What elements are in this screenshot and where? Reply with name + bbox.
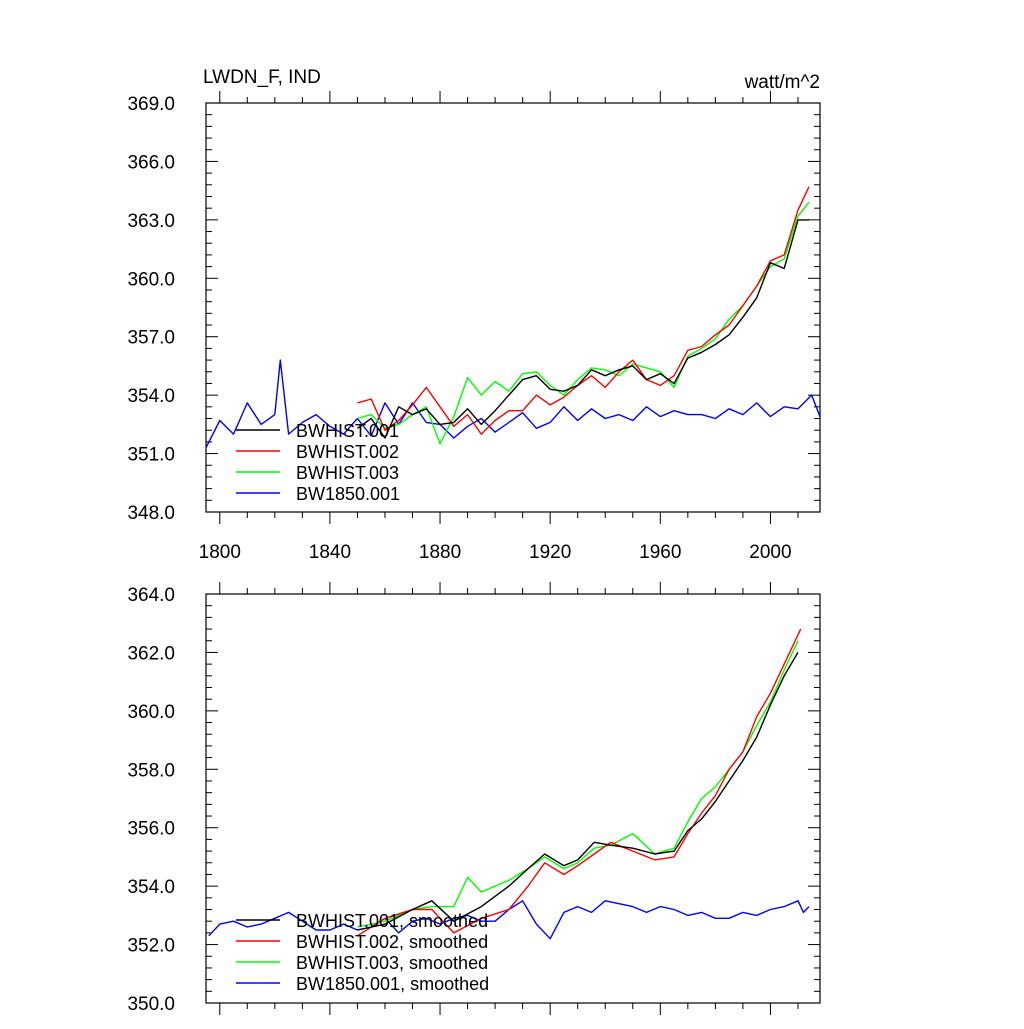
legend-label: BWHIST.003 <box>296 463 399 483</box>
series-line-bw1850-001 <box>205 359 821 449</box>
legend-label: BWHIST.002 <box>296 442 399 462</box>
series-line-bwhist-003 <box>357 201 810 445</box>
legend-label: BWHIST.001, smoothed <box>296 911 488 931</box>
series-line-bwhist-001 <box>356 219 809 439</box>
series-line-bwhist-001-smoothed <box>357 652 799 931</box>
legend-label: BW1850.001 <box>296 484 400 504</box>
y-tick-label: 360.0 <box>127 702 175 723</box>
y-tick-label: 354.0 <box>127 877 175 898</box>
series-line-bw1850-001-smoothed <box>208 900 810 940</box>
chart-panel-2: 350.0 352.0 354.0 356.0 358.0 360.0 362.0 364.0… <box>127 582 821 1015</box>
y-tick-label: 366.0 <box>127 152 175 173</box>
series-line-bwhist-003-smoothed <box>357 640 799 928</box>
units-label: watt/m^2 <box>744 72 820 93</box>
y-tick-label: 362.0 <box>127 643 175 664</box>
chart-panel-1: 348.0 351.0 354.0 357.0 360.0 363.0 366.0 369.0… <box>127 67 821 563</box>
y-tick-label: 348.0 <box>127 503 175 524</box>
series-line-bwhist-002-smoothed <box>357 628 802 937</box>
y-tick-label: 360.0 <box>127 269 175 290</box>
legend-label: BW1850.001, smoothed <box>296 974 489 994</box>
series-line-bwhist-002 <box>357 186 810 435</box>
legend-label: BWHIST.001 <box>296 421 399 441</box>
legend-label: BWHIST.003, smoothed <box>296 953 488 973</box>
x-tick-label: 1840 <box>309 542 351 563</box>
plot-frame <box>205 593 821 1004</box>
y-tick-label: 363.0 <box>127 211 175 232</box>
y-tick-label: 352.0 <box>127 936 175 957</box>
x-tick-label: 1960 <box>639 542 681 563</box>
legend-label: BWHIST.002, smoothed <box>296 932 488 952</box>
y-tick-label: 356.0 <box>127 819 175 840</box>
x-tick-label: 1920 <box>529 542 571 563</box>
x-tick-label: 1800 <box>199 542 241 563</box>
y-tick-label: 364.0 <box>127 585 175 606</box>
y-tick-label: 351.0 <box>127 445 175 466</box>
y-tick-label: 369.0 <box>127 94 175 115</box>
y-tick-label: 350.0 <box>127 994 175 1015</box>
x-tick-label: 2000 <box>749 542 791 563</box>
chart-title: LWDN_F, IND <box>203 67 321 88</box>
plot-frame <box>205 102 821 513</box>
x-tick-label: 1880 <box>419 542 461 563</box>
y-tick-label: 357.0 <box>127 328 175 349</box>
y-tick-label: 358.0 <box>127 760 175 781</box>
y-tick-label: 354.0 <box>127 386 175 407</box>
